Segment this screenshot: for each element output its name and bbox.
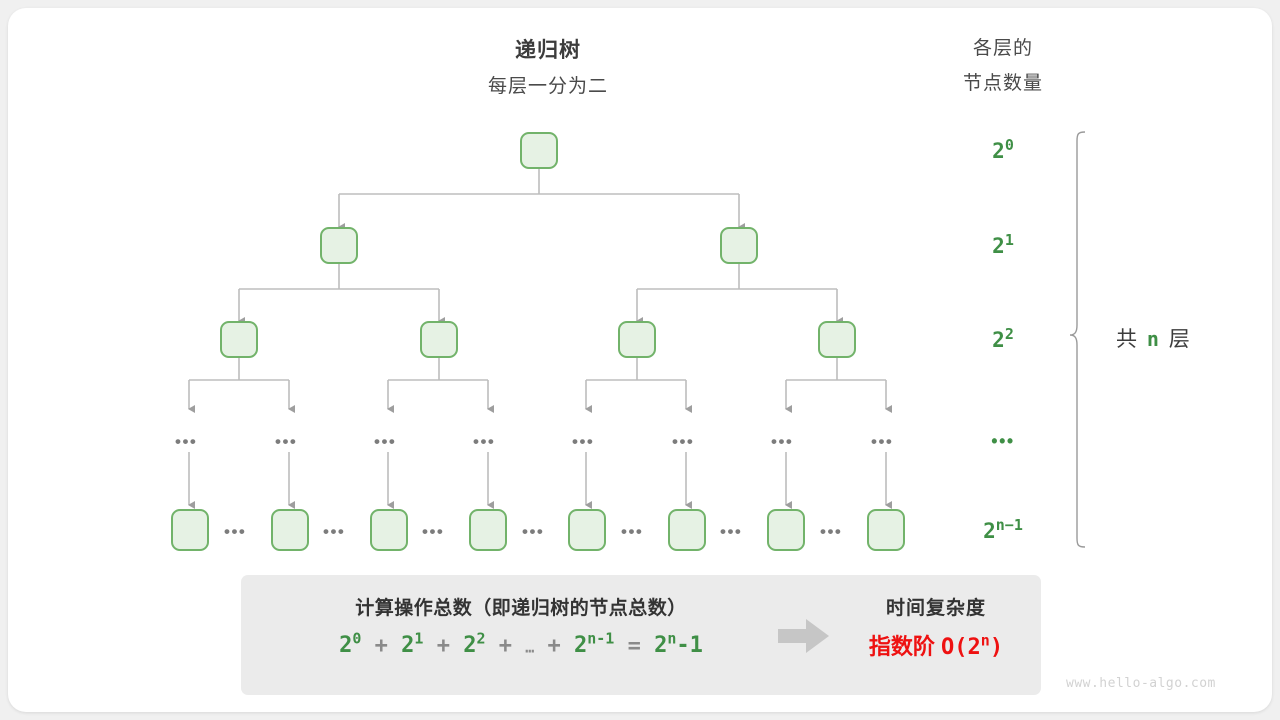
levels-brace	[1069, 131, 1086, 548]
level-count-1: 21	[943, 231, 1063, 258]
plus-sign: +	[436, 633, 450, 659]
diagram-card: 递归树 每层一分为二 各层的 节点数量	[8, 8, 1272, 712]
complexity-title: 时间复杂度	[885, 598, 986, 619]
tree-node	[271, 509, 309, 551]
level-count-base: 2	[992, 328, 1005, 352]
level-count-0: 20	[943, 136, 1063, 163]
ellipsis-dots: •••	[771, 432, 794, 451]
equals-sign: =	[627, 633, 641, 659]
tree-node	[520, 132, 558, 169]
page-subtitle: 每层一分为二	[487, 76, 608, 97]
plus-sign: +	[498, 633, 512, 659]
tree-node	[818, 321, 856, 358]
level-count-exp: 0	[1004, 136, 1014, 154]
level-count-exp: 1	[1004, 231, 1014, 249]
ellipsis-dots: •••	[323, 522, 346, 541]
level-count-exp: 2	[1004, 325, 1014, 343]
right-header-line1: 各层的	[972, 38, 1033, 59]
tree-node	[618, 321, 656, 358]
ellipsis-dots: •••	[175, 432, 198, 451]
ellipsis-dots: •••	[820, 522, 843, 541]
complexity-value: 指数阶 O(2n)	[831, 629, 1041, 661]
total-levels-variable: n	[1146, 327, 1161, 351]
ellipsis-dots: •••	[572, 432, 595, 451]
ellipsis-dots: •••	[621, 522, 644, 541]
tree-node	[320, 227, 358, 264]
ellipsis-dots: •••	[422, 522, 445, 541]
ellipsis-dots: •••	[374, 432, 397, 451]
level-count-last: 2n−1	[943, 516, 1063, 543]
ellipsis-dots: •••	[224, 522, 247, 541]
summary-panel: 计算操作总数（即递归树的节点总数） 20 + 21 + 22 + … + 2n-…	[241, 575, 1041, 695]
tree-node	[867, 509, 905, 551]
complexity-notation-exp: n	[980, 631, 990, 650]
tree-node	[469, 509, 507, 551]
total-levels-suffix: 层	[1168, 328, 1192, 351]
term-1: 21	[401, 630, 424, 659]
term-0: 20	[339, 630, 362, 659]
level-count-base: 2	[983, 519, 996, 543]
level-count-base: 2	[992, 234, 1005, 258]
complexity-notation: O(2n)	[941, 631, 1004, 660]
right-arrow-icon	[778, 619, 829, 653]
ellipsis-dots: •••	[473, 432, 496, 451]
total-levels-prefix: 共	[1116, 328, 1139, 351]
plus-sign: +	[547, 633, 561, 659]
tree-node	[220, 321, 258, 358]
tree-node	[420, 321, 458, 358]
formula-result: 2n-1	[654, 630, 703, 659]
level-count-base: 2	[992, 139, 1005, 163]
ellipsis-dots: •••	[672, 432, 695, 451]
page-title: 递归树	[515, 39, 581, 62]
operations-formula: 20 + 21 + 22 + … + 2n-1 = 2n-1	[241, 630, 801, 658]
level-count-exp: n−1	[995, 516, 1023, 534]
ellipsis-dots: •••	[720, 522, 743, 541]
tree-node	[568, 509, 606, 551]
operations-title: 计算操作总数（即递归树的节点总数）	[355, 598, 687, 619]
watermark: www.hello-algo.com	[1066, 676, 1216, 691]
tree-node	[720, 227, 758, 264]
level-count-ellipsis: •••	[991, 431, 1015, 451]
right-header-line2: 节点数量	[962, 73, 1043, 94]
plus-sign: +	[374, 633, 388, 659]
tree-node	[171, 509, 209, 551]
ellipsis-dots: •••	[275, 432, 298, 451]
total-levels-label: 共 n 层	[1116, 323, 1266, 353]
ellipsis-dots: •••	[522, 522, 545, 541]
complexity-notation-base: O(2	[941, 635, 981, 660]
complexity-notation-close: )	[989, 635, 1004, 660]
tree-node	[767, 509, 805, 551]
level-count-2: 22	[943, 325, 1063, 352]
ellipsis-dots: •••	[871, 432, 894, 451]
tree-node	[668, 509, 706, 551]
tree-node	[370, 509, 408, 551]
term-2: 22	[463, 630, 486, 659]
term-last: 2n-1	[574, 630, 615, 659]
term-ellipsis: …	[525, 638, 535, 657]
complexity-prefix: 指数阶	[868, 634, 935, 659]
